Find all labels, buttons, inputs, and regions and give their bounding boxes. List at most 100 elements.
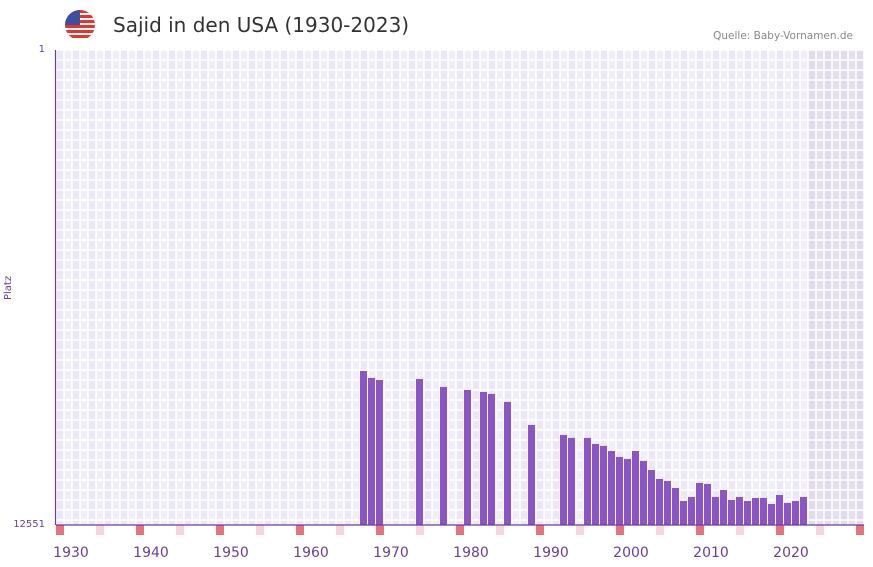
grid-column [360, 50, 368, 525]
bar-1981 [480, 391, 487, 525]
bar-2014 [744, 500, 751, 525]
grid-column [712, 50, 720, 525]
grid-column [320, 50, 328, 525]
x-tick-label: 2010 [693, 545, 729, 561]
grid-column [200, 50, 208, 525]
grid-column [600, 50, 608, 525]
grid-column [720, 50, 728, 525]
grid-column [456, 50, 464, 525]
grid-column [160, 50, 168, 525]
bar-2012 [728, 499, 735, 525]
decade-marker [136, 525, 144, 535]
x-tick-label: 1940 [133, 545, 169, 561]
grid-column [648, 50, 656, 525]
grid-column [856, 50, 864, 525]
decade-marker [96, 525, 104, 535]
bar-2020 [792, 500, 799, 525]
x-tick-label: 2020 [773, 545, 809, 561]
grid-column [96, 50, 104, 525]
grid-column [640, 50, 648, 525]
bar-1984 [504, 401, 511, 525]
grid-column [104, 50, 112, 525]
bar-2008 [696, 482, 703, 525]
decade-marker [176, 525, 184, 535]
bar-2006 [680, 500, 687, 525]
bar-2003 [656, 478, 663, 525]
grid-column [728, 50, 736, 525]
grid-column [184, 50, 192, 525]
bar-2001 [640, 460, 647, 525]
grid-column [408, 50, 416, 525]
grid-column [832, 50, 840, 525]
decade-marker [456, 525, 464, 535]
grid-column [536, 50, 544, 525]
x-tick-label: 2000 [613, 545, 649, 561]
grid-column [504, 50, 512, 525]
bar-2015 [752, 497, 759, 525]
bar-1999 [624, 458, 631, 525]
grid-column [576, 50, 584, 525]
grid-column [440, 50, 448, 525]
decade-marker [576, 525, 584, 535]
grid-column [584, 50, 592, 525]
bar-2011 [720, 489, 727, 525]
grid-column [800, 50, 808, 525]
decade-marker [56, 525, 64, 535]
source-link[interactable]: Quelle: Baby-Vornamen.de [713, 30, 853, 42]
bar-1994 [584, 437, 591, 525]
bar-2018 [776, 494, 783, 525]
decade-marker [776, 525, 784, 535]
grid-column [552, 50, 560, 525]
bar-2019 [784, 502, 791, 525]
decade-marker [336, 525, 344, 535]
grid-column [680, 50, 688, 525]
decade-marker [736, 525, 744, 535]
grid-column [296, 50, 304, 525]
grid-column [688, 50, 696, 525]
grid-column [232, 50, 240, 525]
bar-1996 [600, 445, 607, 525]
grid-column [384, 50, 392, 525]
bar-2009 [704, 483, 711, 525]
x-tick-label: 1990 [533, 545, 569, 561]
decade-marker [256, 525, 264, 535]
grid-column [208, 50, 216, 525]
grid-column [376, 50, 384, 525]
grid-column [448, 50, 456, 525]
y-tick-bottom: 12551 [13, 519, 45, 530]
grid-column [808, 50, 816, 525]
grid-column [824, 50, 832, 525]
grid-column [112, 50, 120, 525]
decade-marker [656, 525, 664, 535]
x-tick-label: 1950 [213, 545, 249, 561]
grid-column [120, 50, 128, 525]
grid-column [488, 50, 496, 525]
bar-1968 [376, 379, 383, 525]
grid-column [344, 50, 352, 525]
bar-2004 [664, 480, 671, 525]
grid-column [336, 50, 344, 525]
grid-column [760, 50, 768, 525]
grid-column [352, 50, 360, 525]
grid-column [480, 50, 488, 525]
grid-column [768, 50, 776, 525]
grid-column [256, 50, 264, 525]
grid-column [368, 50, 376, 525]
y-tick-top: 1 [38, 44, 45, 55]
bar-1997 [608, 450, 615, 525]
grid-column [144, 50, 152, 525]
bar-2000 [632, 450, 639, 525]
x-tick-label: 1980 [453, 545, 489, 561]
grid-column [752, 50, 760, 525]
bar-2017 [768, 503, 775, 525]
grid-column [168, 50, 176, 525]
grid-column [328, 50, 336, 525]
x-tick-label: 1960 [293, 545, 329, 561]
grid-column [776, 50, 784, 525]
grid-column [400, 50, 408, 525]
grid-column [264, 50, 272, 525]
grid-column [128, 50, 136, 525]
grid-column [216, 50, 224, 525]
grid-column [848, 50, 856, 525]
